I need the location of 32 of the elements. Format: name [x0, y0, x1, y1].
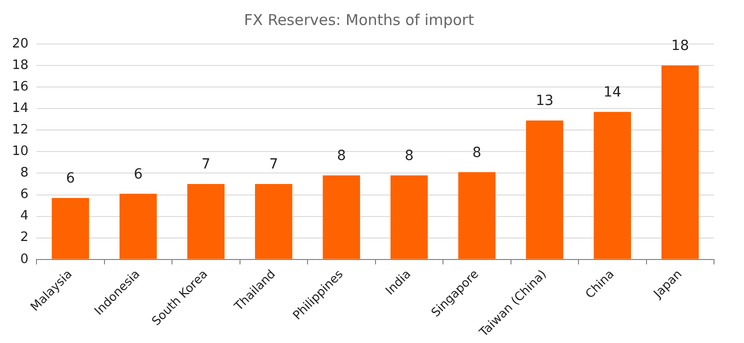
data-label: 14: [603, 84, 622, 100]
data-label: 6: [66, 170, 75, 187]
data-label: 8: [336, 148, 346, 164]
bar: [661, 66, 699, 259]
bar: [187, 184, 225, 259]
y-tick-label: 16: [12, 79, 29, 94]
data-label: 8: [472, 144, 482, 161]
y-tick-label: 14: [12, 101, 29, 116]
bar: [322, 175, 360, 259]
bar: [526, 120, 564, 259]
y-tick-label: 10: [12, 144, 29, 160]
bar: [390, 175, 428, 259]
y-tick-label: 0: [20, 252, 29, 267]
data-label: 7: [201, 156, 210, 173]
chart-title: FX Reserves: Months of import: [244, 10, 474, 29]
bar: [52, 198, 90, 259]
y-tick-label: 18: [12, 58, 29, 73]
bar: [255, 184, 292, 259]
bar: [120, 194, 157, 259]
data-label: 8: [404, 148, 414, 164]
data-label: 6: [134, 166, 143, 182]
y-tick-label: 6: [20, 187, 29, 202]
y-tick-label: 4: [20, 208, 29, 224]
data-label: 7: [269, 156, 278, 173]
y-tick-label: 8: [20, 166, 29, 181]
y-tick-label: 20: [12, 36, 29, 52]
y-tick-label: 2: [20, 230, 29, 246]
data-label: 18: [671, 38, 690, 54]
bar: [458, 172, 496, 259]
y-tick-label: 12: [12, 122, 29, 138]
bar: [594, 112, 632, 259]
data-label: 13: [536, 93, 554, 110]
